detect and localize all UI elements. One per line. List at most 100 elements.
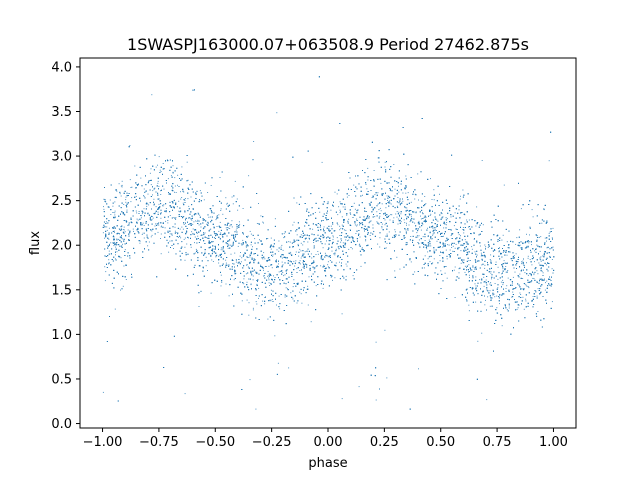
scatter-point <box>184 210 186 212</box>
scatter-point <box>260 264 262 266</box>
scatter-point <box>130 201 132 203</box>
scatter-point <box>454 297 456 298</box>
scatter-point <box>220 232 222 234</box>
scatter-point <box>181 197 183 198</box>
scatter-point <box>540 260 542 262</box>
scatter-point <box>247 266 249 268</box>
scatter-point <box>267 271 269 272</box>
scatter-point <box>152 190 154 192</box>
scatter-point <box>307 241 309 243</box>
scatter-point <box>225 262 227 264</box>
scatter-point <box>190 223 192 224</box>
scatter-point <box>463 262 465 264</box>
scatter-point <box>494 283 496 284</box>
scatter-point <box>487 247 489 248</box>
scatter-point <box>440 236 442 237</box>
scatter-point <box>369 221 371 223</box>
scatter-point <box>406 243 408 245</box>
scatter-point <box>198 213 200 215</box>
scatter-point <box>267 318 269 320</box>
scatter-point <box>367 167 369 169</box>
scatter-point <box>236 228 238 229</box>
scatter-point <box>219 177 221 178</box>
scatter-point <box>526 245 528 247</box>
scatter-point <box>454 247 456 249</box>
scatter-point <box>301 302 303 304</box>
scatter-point <box>227 227 229 229</box>
scatter-point <box>529 234 530 236</box>
scatter-point <box>258 287 260 289</box>
scatter-point <box>287 288 288 290</box>
scatter-point <box>218 214 220 216</box>
scatter-point <box>352 239 354 241</box>
scatter-point <box>174 226 176 228</box>
scatter-point <box>381 203 383 205</box>
scatter-point <box>406 216 408 218</box>
scatter-point <box>241 300 243 302</box>
scatter-point <box>228 222 230 224</box>
scatter-point <box>225 259 227 261</box>
scatter-point <box>200 226 202 228</box>
scatter-point <box>284 296 286 298</box>
scatter-point <box>497 266 499 268</box>
scatter-point <box>216 226 218 227</box>
scatter-point <box>468 271 469 273</box>
scatter-point <box>378 157 380 159</box>
scatter-point <box>289 241 291 243</box>
scatter-point <box>527 274 529 276</box>
scatter-point <box>496 295 498 297</box>
scatter-point <box>396 256 398 258</box>
scatter-point <box>157 211 159 213</box>
scatter-point <box>170 206 172 208</box>
scatter-point <box>489 259 491 260</box>
scatter-point <box>460 235 461 237</box>
scatter-point <box>468 219 470 221</box>
scatter-point <box>333 253 335 255</box>
scatter-point <box>212 251 214 253</box>
scatter-point <box>463 268 465 270</box>
scatter-point <box>254 238 256 240</box>
scatter-point <box>420 218 422 220</box>
scatter-point <box>195 248 197 250</box>
scatter-point <box>139 242 141 244</box>
scatter-point <box>265 266 267 267</box>
scatter-point <box>212 261 214 262</box>
scatter-point <box>162 205 164 207</box>
scatter-point <box>140 177 142 179</box>
scatter-point <box>345 275 347 277</box>
scatter-point <box>263 252 265 254</box>
scatter-point <box>410 216 412 218</box>
scatter-point <box>248 278 250 280</box>
scatter-point <box>239 255 241 257</box>
scatter-point <box>125 199 127 201</box>
scatter-point <box>393 164 395 165</box>
scatter-point <box>246 281 248 283</box>
scatter-point <box>550 283 552 284</box>
scatter-point <box>235 229 237 231</box>
scatter-point <box>270 300 272 302</box>
scatter-point <box>135 195 137 197</box>
scatter-point <box>234 252 236 254</box>
scatter-point <box>292 286 294 288</box>
scatter-point <box>485 299 486 301</box>
scatter-point <box>377 243 379 245</box>
scatter-point <box>407 229 409 231</box>
scatter-point <box>453 269 455 271</box>
scatter-point <box>133 230 134 232</box>
scatter-point <box>406 218 408 220</box>
scatter-point <box>552 246 554 248</box>
scatter-point <box>245 273 247 275</box>
scatter-point <box>175 217 177 219</box>
scatter-point <box>204 232 206 234</box>
scatter-point <box>483 276 485 278</box>
scatter-point <box>414 222 416 224</box>
scatter-point <box>430 245 432 247</box>
scatter-point <box>507 277 509 279</box>
scatter-point <box>160 226 162 228</box>
scatter-point <box>108 259 110 261</box>
scatter-point <box>366 188 368 190</box>
scatter-point <box>268 275 270 277</box>
scatter-point <box>526 285 528 287</box>
scatter-point <box>489 283 491 285</box>
scatter-point <box>262 221 264 223</box>
